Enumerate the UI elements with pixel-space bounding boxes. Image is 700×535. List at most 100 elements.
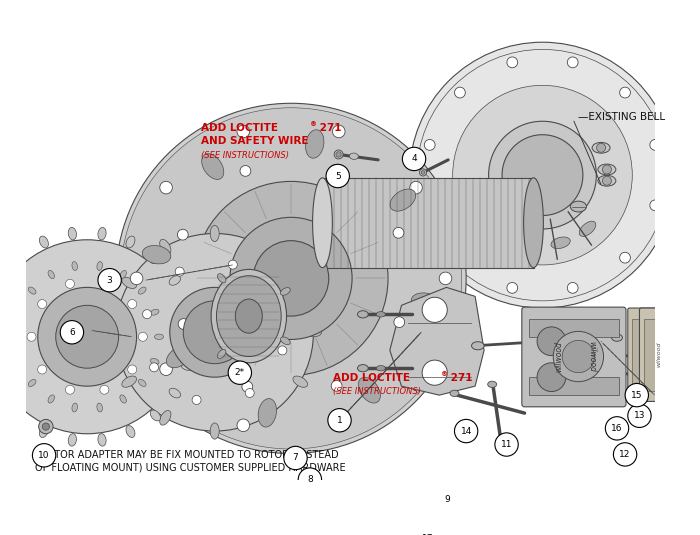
Circle shape bbox=[394, 317, 405, 327]
Circle shape bbox=[603, 165, 611, 174]
Ellipse shape bbox=[592, 142, 610, 153]
Text: (SEE INSTRUCTIONS): (SEE INSTRUCTIONS) bbox=[201, 151, 289, 160]
Circle shape bbox=[332, 419, 345, 432]
Ellipse shape bbox=[98, 434, 106, 446]
Ellipse shape bbox=[377, 311, 385, 317]
Circle shape bbox=[650, 200, 661, 211]
Circle shape bbox=[620, 253, 631, 263]
Ellipse shape bbox=[122, 376, 136, 387]
Ellipse shape bbox=[235, 299, 262, 333]
Circle shape bbox=[613, 443, 637, 466]
Circle shape bbox=[240, 165, 251, 177]
Circle shape bbox=[454, 87, 466, 98]
Circle shape bbox=[32, 444, 56, 467]
Circle shape bbox=[228, 260, 237, 269]
Text: 13: 13 bbox=[634, 411, 645, 421]
Text: 11: 11 bbox=[500, 440, 512, 449]
Ellipse shape bbox=[169, 276, 181, 285]
Text: 4: 4 bbox=[411, 155, 417, 164]
Circle shape bbox=[66, 385, 74, 394]
Text: 271: 271 bbox=[447, 372, 473, 383]
Ellipse shape bbox=[358, 311, 368, 318]
Ellipse shape bbox=[281, 337, 290, 345]
Circle shape bbox=[502, 135, 583, 216]
Circle shape bbox=[130, 272, 143, 285]
Ellipse shape bbox=[202, 154, 224, 179]
Text: 6: 6 bbox=[69, 328, 75, 337]
Ellipse shape bbox=[210, 423, 219, 439]
Circle shape bbox=[143, 310, 151, 319]
Ellipse shape bbox=[167, 346, 192, 368]
Circle shape bbox=[424, 200, 435, 211]
Ellipse shape bbox=[10, 334, 20, 340]
Circle shape bbox=[253, 241, 329, 316]
Circle shape bbox=[170, 287, 260, 377]
FancyBboxPatch shape bbox=[628, 308, 667, 401]
Ellipse shape bbox=[377, 365, 385, 371]
Ellipse shape bbox=[48, 395, 55, 403]
Ellipse shape bbox=[258, 410, 270, 425]
Text: ADD LOCTITE: ADD LOCTITE bbox=[201, 123, 278, 133]
Circle shape bbox=[160, 181, 172, 194]
Text: *ROTOR ADAPTER MAY BE FIX MOUNTED TO ROTOR (INSTEAD
OF FLOATING MOUNT) USING CUS: *ROTOR ADAPTER MAY BE FIX MOUNTED TO ROT… bbox=[35, 449, 346, 472]
Ellipse shape bbox=[305, 129, 324, 158]
Circle shape bbox=[393, 227, 404, 238]
Circle shape bbox=[127, 365, 136, 374]
Circle shape bbox=[416, 527, 439, 535]
Circle shape bbox=[603, 176, 611, 185]
Circle shape bbox=[175, 267, 184, 276]
Circle shape bbox=[194, 181, 388, 376]
Circle shape bbox=[38, 300, 47, 309]
Ellipse shape bbox=[150, 410, 160, 421]
Text: 3: 3 bbox=[107, 276, 113, 285]
Circle shape bbox=[100, 279, 109, 288]
Circle shape bbox=[402, 147, 426, 171]
Ellipse shape bbox=[570, 201, 587, 212]
Circle shape bbox=[192, 395, 201, 404]
Circle shape bbox=[326, 164, 349, 188]
Ellipse shape bbox=[313, 178, 332, 268]
Polygon shape bbox=[390, 287, 484, 395]
Text: wilwood: wilwood bbox=[657, 342, 661, 368]
Ellipse shape bbox=[15, 309, 24, 315]
Ellipse shape bbox=[72, 262, 78, 271]
Circle shape bbox=[507, 282, 518, 293]
Circle shape bbox=[116, 233, 314, 431]
Ellipse shape bbox=[28, 379, 36, 386]
Ellipse shape bbox=[598, 164, 616, 175]
Circle shape bbox=[628, 404, 651, 427]
Ellipse shape bbox=[181, 303, 193, 312]
Ellipse shape bbox=[612, 334, 622, 341]
Text: wilwood: wilwood bbox=[554, 341, 563, 372]
Circle shape bbox=[410, 181, 422, 194]
Text: wilwood: wilwood bbox=[645, 342, 650, 368]
Ellipse shape bbox=[39, 236, 48, 248]
Ellipse shape bbox=[120, 270, 126, 279]
Ellipse shape bbox=[218, 274, 226, 283]
Circle shape bbox=[183, 301, 246, 364]
Ellipse shape bbox=[305, 328, 321, 337]
Circle shape bbox=[620, 87, 631, 98]
Circle shape bbox=[98, 269, 121, 292]
Circle shape bbox=[271, 293, 280, 302]
Text: 271: 271 bbox=[316, 123, 342, 133]
FancyBboxPatch shape bbox=[522, 307, 626, 407]
Ellipse shape bbox=[160, 410, 171, 425]
Circle shape bbox=[553, 331, 603, 381]
Ellipse shape bbox=[98, 227, 106, 240]
Text: ®: ® bbox=[441, 371, 448, 377]
Ellipse shape bbox=[411, 293, 440, 311]
Bar bbox=[644, 319, 675, 391]
Ellipse shape bbox=[488, 381, 497, 387]
Circle shape bbox=[422, 360, 447, 385]
Circle shape bbox=[567, 57, 578, 68]
Ellipse shape bbox=[72, 403, 78, 412]
Ellipse shape bbox=[169, 388, 181, 398]
Circle shape bbox=[567, 282, 578, 293]
Circle shape bbox=[330, 165, 340, 175]
Ellipse shape bbox=[97, 262, 102, 271]
Circle shape bbox=[242, 381, 253, 392]
Ellipse shape bbox=[122, 277, 136, 288]
Circle shape bbox=[38, 287, 136, 386]
Circle shape bbox=[42, 423, 50, 430]
